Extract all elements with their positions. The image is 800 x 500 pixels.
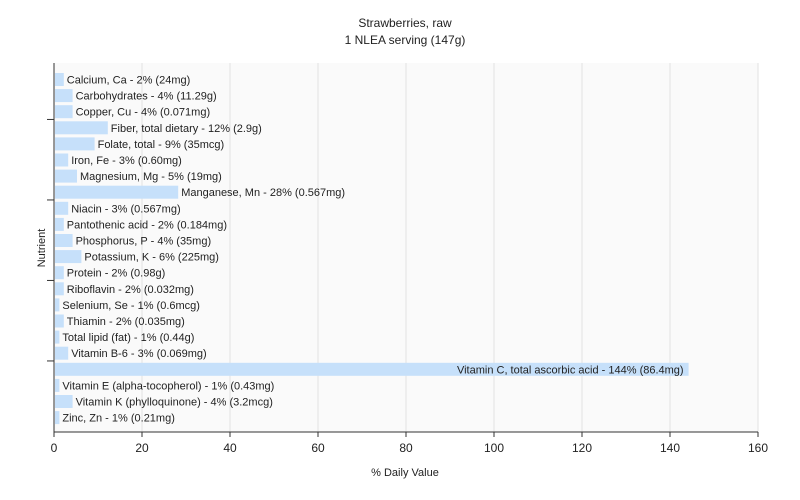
bar-17: [55, 346, 69, 360]
bar-label-12: Protein - 2% (0.98g): [67, 268, 165, 280]
bar-20: [55, 395, 73, 408]
bar-label-21: Zinc, Zn - 1% (0.21mg): [62, 413, 174, 425]
bar-label-1: Carbohydrates - 4% (11.29g): [76, 91, 217, 103]
bar-label-14: Selenium, Se - 1% (0.6mcg): [62, 300, 200, 312]
x-tick-label-40: 40: [223, 441, 237, 455]
chart-title: Strawberries, raw: [358, 16, 452, 30]
bar-label-8: Niacin - 3% (0.567mg): [71, 203, 180, 215]
bar-19: [55, 378, 60, 392]
bar-0: [55, 73, 64, 86]
bar-label-15: Thiamin - 2% (0.035mg): [67, 316, 185, 328]
bars: Calcium, Ca - 2% (24mg) Carbohydrates - 4…: [55, 73, 689, 425]
bar-label-7: Manganese, Mn - 28% (0.567mg): [181, 187, 345, 199]
bar-label-20: Vitamin K (phylloquinone) - 4% (3.2mcg): [76, 397, 273, 409]
x-tick-label-60: 60: [311, 441, 325, 455]
x-tick-label-100: 100: [484, 441, 504, 455]
bar-label-5: Iron, Fe - 3% (0.60mg): [71, 155, 182, 167]
bar-label-2: Copper, Cu - 4% (0.071mg): [76, 107, 211, 119]
x-tick-label-140: 140: [660, 441, 680, 455]
bar-18: [55, 362, 689, 376]
bar-label-17: Vitamin B-6 - 3% (0.069mg): [71, 348, 207, 360]
bar-16: [55, 330, 60, 344]
x-tick-label-20: 20: [135, 441, 149, 455]
bar-7: [55, 185, 179, 199]
bar-label-18: Vitamin C, total ascorbic acid - 144% (8…: [457, 364, 684, 376]
bar-label-9: Pantothenic acid - 2% (0.184mg): [67, 219, 227, 231]
bar-label-11: Potassium, K - 6% (225mg): [84, 252, 219, 264]
bar-label-10: Phosphorus, P - 4% (35mg): [76, 236, 212, 248]
bar-label-6: Magnesium, Mg - 5% (19mg): [80, 171, 222, 183]
bar-21: [55, 411, 60, 425]
bar-label-13: Riboflavin - 2% (0.032mg): [67, 284, 194, 296]
bar-3: [55, 121, 108, 135]
bar-15: [55, 314, 64, 328]
bar-4: [55, 137, 95, 151]
axes: 0 20 40 60 80 100 120 140 160: [47, 63, 768, 455]
bar-14: [55, 298, 60, 312]
chart-subtitle: 1 NLEA serving (147g): [345, 33, 466, 47]
bar-11: [55, 250, 82, 264]
bar-1: [55, 89, 73, 103]
bar-label-16: Total lipid (fat) - 1% (0.44g): [62, 332, 194, 344]
bar-6: [55, 169, 77, 183]
bar-label-19: Vitamin E (alpha-tocopherol) - 1% (0.43m…: [62, 380, 274, 392]
bar-12: [55, 266, 64, 280]
bar-9: [55, 217, 64, 231]
x-axis-label: % Daily Value: [371, 467, 439, 479]
bar-label-0: Calcium, Ca - 2% (24mg): [67, 75, 190, 87]
x-tick-label-120: 120: [572, 441, 592, 455]
x-tick-label-0: 0: [51, 441, 58, 455]
bar-13: [55, 282, 64, 296]
bar-10: [55, 234, 73, 247]
bar-label-4: Folate, total - 9% (35mcg): [98, 139, 225, 151]
bar-2: [55, 105, 73, 119]
y-axis-label: Nutrient: [36, 229, 48, 268]
bar-8: [55, 201, 69, 215]
x-tick-label-80: 80: [399, 441, 413, 455]
bar-label-3: Fiber, total dietary - 12% (2.9g): [111, 123, 262, 135]
x-tick-label-160: 160: [748, 441, 768, 455]
bar-5: [55, 153, 69, 167]
